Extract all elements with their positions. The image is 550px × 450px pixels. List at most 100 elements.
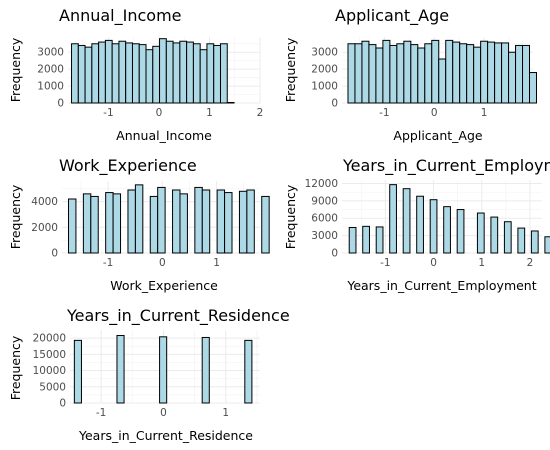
histogram-bar [179, 40, 188, 104]
histogram-bar [410, 44, 419, 104]
y-tick-label: 0 [331, 248, 338, 260]
y-tick-label: 2000 [311, 64, 338, 76]
histogram-bar [452, 41, 461, 104]
x-tick-label: 0 [431, 107, 438, 119]
x-tick-label: -1 [380, 257, 390, 269]
bars [347, 39, 537, 104]
histogram-bar [503, 221, 512, 254]
histogram-bar [216, 189, 226, 254]
histogram-bar [403, 40, 412, 104]
y-axis-label: Frequency [8, 184, 23, 249]
histogram-bar [490, 216, 499, 254]
histogram-bar [201, 336, 210, 404]
histogram-bar [445, 39, 454, 104]
histogram-bar [84, 46, 93, 104]
histogram-bar [487, 41, 496, 104]
histogram-bar [431, 39, 440, 104]
bars [68, 184, 270, 254]
histogram-bar [127, 189, 136, 254]
y-tick-label: 0 [59, 398, 66, 410]
y-axis-label: Frequency [283, 37, 298, 102]
histogram-bar [515, 44, 524, 104]
x-tick-label: -1 [103, 257, 113, 269]
y-tick-label: 1000 [311, 81, 338, 93]
y-tick-label: 4000 [31, 196, 58, 208]
histogram-bar [424, 43, 433, 104]
histogram-bar [456, 209, 465, 254]
histogram-bar [480, 40, 489, 104]
y-tick-label: 15000 [33, 349, 66, 361]
panel-years-in-current-employment: Years_in_Current_Employment Years_in_Cur… [283, 156, 550, 293]
y-tick-label: 0 [57, 98, 64, 110]
histogram-bar [224, 192, 233, 254]
bars [348, 184, 550, 254]
histogram-bar [157, 186, 166, 254]
histogram-bar [238, 190, 248, 254]
y-axis-label: Frequency [8, 335, 23, 400]
panel-title: Applicant_Age [335, 6, 449, 26]
histogram-bar [389, 184, 397, 254]
histogram-bar [389, 44, 398, 104]
x-axis-label: Years_in_Current_Employment [346, 278, 536, 293]
histogram-bar [466, 44, 475, 104]
x-tick-label: -1 [103, 107, 113, 119]
histogram-bar [368, 44, 377, 104]
histogram-bar [73, 339, 82, 404]
histogram-bar [186, 41, 194, 104]
histogram-bar [362, 225, 370, 254]
panel-annual-income: Annual_Income Annual_Income Frequency -1… [8, 6, 263, 143]
histogram-bar [201, 189, 211, 254]
x-tick-label: 1 [478, 257, 485, 269]
x-axis-label: Work_Experience [110, 278, 218, 293]
x-tick-label: 2 [257, 107, 264, 119]
x-tick-label: -1 [379, 107, 389, 119]
histogram-bar [261, 195, 270, 254]
x-tick-label: 0 [430, 257, 437, 269]
histogram-bar [125, 42, 133, 104]
histogram-bar [416, 195, 424, 254]
y-tick-label: 9000 [311, 195, 338, 207]
y-tick-label: 10000 [33, 365, 66, 377]
histogram-bar [529, 72, 537, 104]
histogram-bar [544, 236, 550, 254]
x-tick-label: 1 [213, 257, 220, 269]
panel-title: Annual_Income [59, 6, 182, 26]
panel-applicant-age: Applicant_Age Applicant_Age Frequency -1… [283, 6, 537, 143]
x-axis-label: Years_in_Current_Residence [78, 428, 253, 443]
panel-title: Years_in_Current_Residence [66, 306, 290, 326]
histogram-bar [213, 44, 221, 104]
histogram-bar [396, 43, 405, 104]
histogram-bar [172, 189, 181, 254]
y-axis-label: Frequency [283, 184, 298, 249]
histogram-bar [382, 39, 391, 104]
histogram-bar [244, 339, 253, 404]
x-axis-label: Applicant_Age [393, 128, 482, 143]
panel-years-in-current-residence: Years_in_Current_Residence Years_in_Curr… [8, 306, 290, 443]
panel-title: Years_in_Current_Employment [342, 156, 550, 176]
histogram-bar [219, 43, 228, 104]
histogram-bar [347, 43, 356, 104]
histogram-bar [438, 58, 447, 104]
y-tick-label: 0 [51, 248, 58, 260]
y-tick-label: 6000 [311, 213, 338, 225]
bars [73, 335, 253, 404]
histogram-bar [246, 189, 255, 254]
histogram-bar [179, 193, 188, 254]
x-tick-label: 1 [481, 107, 488, 119]
histogram-bar [417, 47, 426, 104]
histogram-bar [91, 43, 100, 104]
x-axis-label: Annual_Income [116, 128, 212, 143]
histogram-bar [206, 43, 215, 104]
histogram-bar [116, 335, 125, 404]
x-tick-label: -1 [96, 407, 106, 419]
histogram-bar [82, 193, 92, 254]
x-tick-label: 2 [527, 257, 534, 269]
histogram-bar [138, 44, 147, 104]
histogram-bar [443, 206, 451, 254]
y-tick-label: 20000 [33, 333, 66, 345]
histogram-bar [68, 198, 77, 254]
histogram-bar [226, 101, 235, 104]
histogram-bar [494, 42, 503, 104]
y-tick-label: 3000 [311, 230, 338, 242]
